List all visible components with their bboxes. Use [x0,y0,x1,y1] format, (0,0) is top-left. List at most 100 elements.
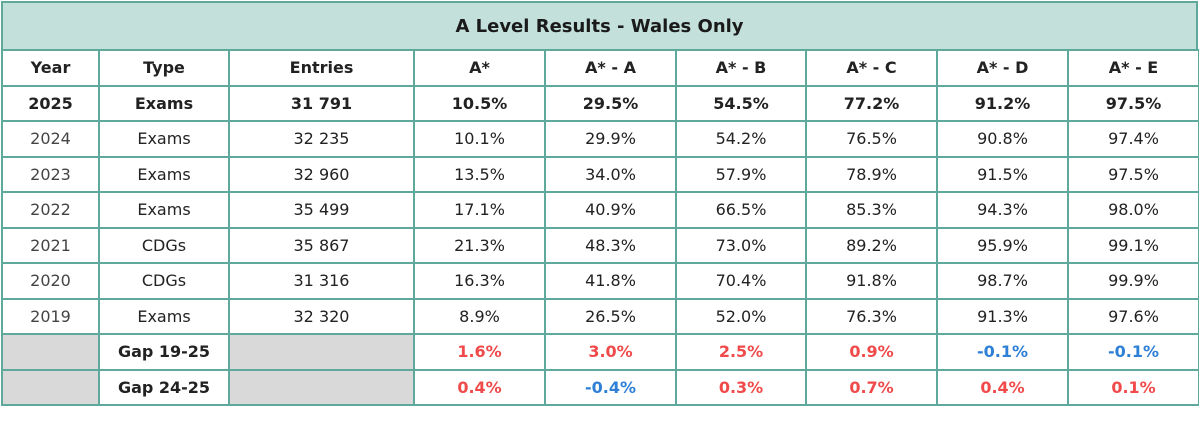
gap-value-cell: -0.1% [1067,333,1199,371]
percent-cell: 70.4% [675,262,807,300]
percent-cell: 17.1% [413,191,546,229]
type-cell: Exams [98,297,230,335]
percent-cell: 76.5% [805,120,938,158]
header-a-star-d: A* - D [936,49,1069,87]
header-a-star: A* [413,49,546,87]
gap-value-cell: 0.1% [1067,368,1199,406]
blank-cell [1,333,100,371]
entries-cell: 32 320 [228,297,415,335]
percent-cell: 77.2% [805,84,938,122]
year-cell: 2021 [1,226,100,264]
year-cell: 2023 [1,155,100,193]
percent-cell: 13.5% [413,155,546,193]
gap-row: Gap 19-25 1.6% 3.0% 2.5% 0.9% -0.1% -0.1% [1,333,1199,371]
gap-value-cell: 0.4% [936,368,1069,406]
entries-cell: 31 316 [228,262,415,300]
table-row: 2025 Exams 31 791 10.5% 29.5% 54.5% 77.2% 91.2%… [1,84,1199,122]
percent-cell: 57.9% [675,155,807,193]
percent-cell: 29.5% [544,84,677,122]
percent-cell: 99.1% [1067,226,1199,264]
percent-cell: 97.5% [1067,155,1199,193]
type-cell: CDGs [98,226,230,264]
percent-cell: 85.3% [805,191,938,229]
blank-cell [228,368,415,406]
year-cell: 2020 [1,262,100,300]
gap-value-cell: -0.1% [936,333,1069,371]
table-row: 2021 CDGs 35 867 21.3% 48.3% 73.0% 89.2% 95.9% 9… [1,226,1199,264]
gap-value-cell: 0.3% [675,368,807,406]
header-year: Year [1,49,100,87]
percent-cell: 97.4% [1067,120,1199,158]
percent-cell: 91.3% [936,297,1069,335]
percent-cell: 40.9% [544,191,677,229]
year-cell: 2019 [1,297,100,335]
type-cell: Exams [98,84,230,122]
gap-value-cell: 0.7% [805,368,938,406]
header-row: Year Type Entries A* A* - A A* - B A* - … [1,49,1199,87]
table-row: 2024 Exams 32 235 10.1% 29.9% 54.2% 76.5% 90.8%… [1,120,1199,158]
gap-label: Gap 19-25 [98,333,230,371]
year-cell: 2022 [1,191,100,229]
gap-value-cell: 2.5% [675,333,807,371]
percent-cell: 90.8% [936,120,1069,158]
percent-cell: 26.5% [544,297,677,335]
table-row: 2023 Exams 32 960 13.5% 34.0% 57.9% 78.9% 91.5%… [1,155,1199,193]
blank-cell [228,333,415,371]
entries-cell: 35 867 [228,226,415,264]
type-cell: Exams [98,191,230,229]
percent-cell: 16.3% [413,262,546,300]
type-cell: Exams [98,155,230,193]
blank-cell [1,368,100,406]
type-cell: CDGs [98,262,230,300]
percent-cell: 97.5% [1067,84,1199,122]
table-body: 2025 Exams 31 791 10.5% 29.5% 54.5% 77.2% 91.2%… [1,84,1199,406]
year-cell: 2025 [1,84,100,122]
percent-cell: 48.3% [544,226,677,264]
year-cell: 2024 [1,120,100,158]
gap-value-cell: 1.6% [413,333,546,371]
percent-cell: 41.8% [544,262,677,300]
percent-cell: 66.5% [675,191,807,229]
percent-cell: 54.2% [675,120,807,158]
percent-cell: 8.9% [413,297,546,335]
percent-cell: 98.0% [1067,191,1199,229]
percent-cell: 89.2% [805,226,938,264]
percent-cell: 10.5% [413,84,546,122]
percent-cell: 21.3% [413,226,546,264]
table-title: A Level Results - Wales Only [1,1,1198,49]
gap-row: Gap 24-25 0.4% -0.4% 0.3% 0.7% 0.4% 0.1% [1,368,1199,406]
header-a-star-e: A* - E [1067,49,1199,87]
table-row: 2019 Exams 32 320 8.9% 26.5% 52.0% 76.3% 91.3% 9… [1,297,1199,335]
percent-cell: 94.3% [936,191,1069,229]
percent-cell: 91.5% [936,155,1069,193]
percent-cell: 95.9% [936,226,1069,264]
percent-cell: 73.0% [675,226,807,264]
header-a-star-a: A* - A [544,49,677,87]
percent-cell: 54.5% [675,84,807,122]
percent-cell: 52.0% [675,297,807,335]
results-table-container: A Level Results - Wales Only Year Type E… [1,1,1199,406]
results-table: Year Type Entries A* A* - A A* - B A* - … [1,49,1199,406]
percent-cell: 98.7% [936,262,1069,300]
table-row: 2020 CDGs 31 316 16.3% 41.8% 70.4% 91.8% 98.7% 9… [1,262,1199,300]
percent-cell: 78.9% [805,155,938,193]
percent-cell: 29.9% [544,120,677,158]
header-entries: Entries [228,49,415,87]
type-cell: Exams [98,120,230,158]
header-a-star-c: A* - C [805,49,938,87]
percent-cell: 76.3% [805,297,938,335]
table-row: 2022 Exams 35 499 17.1% 40.9% 66.5% 85.3% 94.3%… [1,191,1199,229]
percent-cell: 91.8% [805,262,938,300]
gap-value-cell: 3.0% [544,333,677,371]
entries-cell: 31 791 [228,84,415,122]
entries-cell: 32 235 [228,120,415,158]
gap-value-cell: 0.4% [413,368,546,406]
header-type: Type [98,49,230,87]
percent-cell: 34.0% [544,155,677,193]
percent-cell: 99.9% [1067,262,1199,300]
percent-cell: 91.2% [936,84,1069,122]
entries-cell: 35 499 [228,191,415,229]
gap-value-cell: 0.9% [805,333,938,371]
percent-cell: 10.1% [413,120,546,158]
gap-label: Gap 24-25 [98,368,230,406]
